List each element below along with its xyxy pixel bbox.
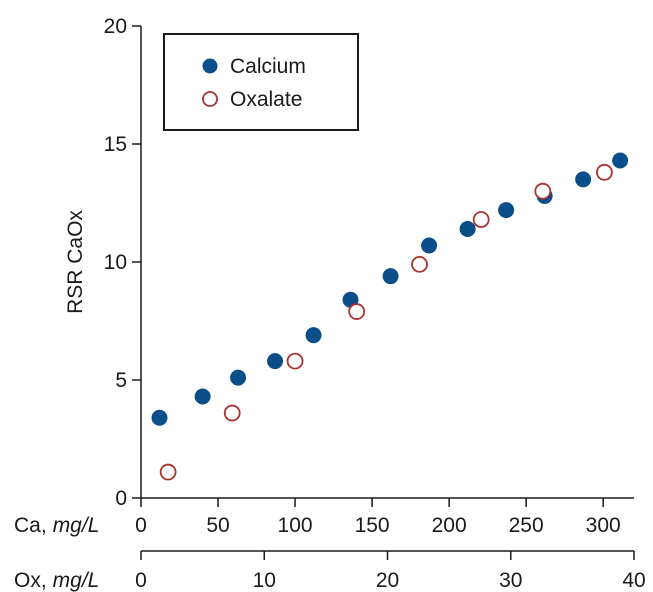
x-ca-tick-label: 100 <box>278 514 313 537</box>
x-axis-ox-title: Ox, mg/L <box>14 569 99 592</box>
calcium-point <box>575 171 592 188</box>
oxalate-point <box>411 255 428 273</box>
calcium-point <box>421 237 438 254</box>
x-ox-tick-label: 30 <box>499 569 522 592</box>
calcium-point <box>151 409 168 426</box>
legend: Calcium Oxalate <box>163 33 359 131</box>
calcium-point <box>459 220 476 237</box>
oxalate-point <box>286 352 304 370</box>
x-ox-tick-label: 40 <box>622 569 645 592</box>
y-tick-label: 0 <box>115 487 127 510</box>
y-axis-title: RSR CaOx <box>64 210 87 314</box>
y-tick-label: 5 <box>115 369 127 392</box>
calcium-point <box>230 369 247 386</box>
y-tick-label: 10 <box>104 251 127 274</box>
calcium-point <box>382 268 399 285</box>
x-ox-tick-label: 20 <box>376 569 399 592</box>
x-ox-tick-label: 0 <box>135 569 147 592</box>
x-ox-tick-label: 10 <box>253 569 276 592</box>
x-ca-tick-label: 150 <box>355 514 390 537</box>
legend-label-calcium: Calcium <box>230 55 306 78</box>
oxalate-point <box>534 182 552 200</box>
x-ca-tick-label: 200 <box>432 514 467 537</box>
calcium-point <box>612 152 629 169</box>
x-axis-ca: 0 50 100 150 200 250 300 Ca, mg/L <box>14 497 634 537</box>
data-points <box>151 152 629 481</box>
oxalate-point <box>159 463 177 481</box>
y-tick-label: 20 <box>104 15 127 38</box>
calcium-point <box>267 353 284 370</box>
oxalate-point <box>348 303 366 320</box>
x-ca-tick-label: 300 <box>586 514 621 537</box>
y-tick-label: 15 <box>104 133 127 156</box>
x-axis-ox: 0 10 20 30 40 Ox, mg/L <box>14 550 646 592</box>
oxalate-point <box>596 163 613 181</box>
calcium-point <box>498 202 515 219</box>
calcium-point <box>305 327 322 344</box>
y-axis: 0 5 10 15 20 RSR CaOx <box>64 15 142 510</box>
legend-marker-calcium <box>202 58 218 74</box>
legend-box <box>163 33 359 131</box>
x-axis-ca-title: Ca, mg/L <box>14 514 99 537</box>
x-ca-tick-label: 0 <box>135 514 147 537</box>
legend-marker-oxalate <box>202 91 218 107</box>
calcium-point <box>194 388 211 405</box>
x-ca-tick-label: 50 <box>206 514 229 537</box>
oxalate-point <box>223 404 241 422</box>
x-ca-tick-label: 250 <box>509 514 544 537</box>
oxalate-point <box>472 211 490 228</box>
legend-label-oxalate: Oxalate <box>230 88 302 111</box>
